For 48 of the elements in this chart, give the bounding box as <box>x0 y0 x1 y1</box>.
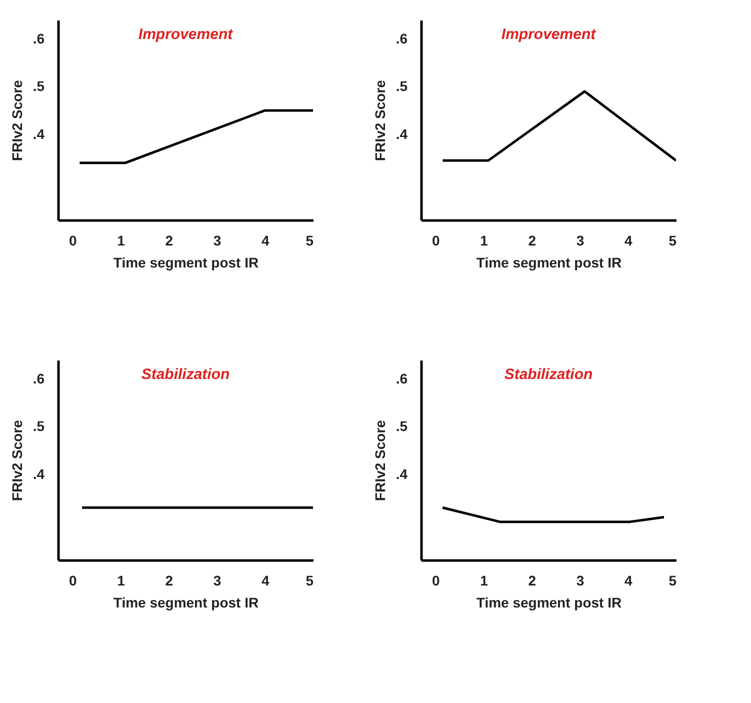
y-tick-label: .6 <box>32 370 45 387</box>
x-tick-label: 3 <box>213 232 222 248</box>
x-tick-label: 5 <box>306 572 314 588</box>
x-axis-title: Time segment post IR <box>476 594 622 610</box>
x-tick-label: 2 <box>528 572 536 588</box>
x-tick-label: 0 <box>432 572 440 588</box>
x-tick-label: 0 <box>69 232 78 248</box>
y-tick-label: .5 <box>396 78 408 94</box>
x-tick-label: 3 <box>576 232 584 248</box>
y-tick-label: .6 <box>32 30 45 47</box>
y-axis-title: FRIv2 Score <box>372 420 388 501</box>
x-tick-label: 4 <box>624 232 632 248</box>
y-tick-label: .5 <box>396 418 408 434</box>
y-tick-label: .4 <box>32 126 45 142</box>
y-tick-label: .4 <box>396 466 408 482</box>
y-tick-label: .4 <box>396 126 408 142</box>
x-tick-label: 1 <box>480 572 488 588</box>
y-tick-label: .5 <box>32 418 45 434</box>
x-tick-label: 4 <box>624 572 632 588</box>
y-tick-label: .4 <box>32 466 45 482</box>
y-axis-title: FRIv2 Score <box>8 420 25 501</box>
x-tick-label: 1 <box>117 232 126 248</box>
chart-title: Stabilization <box>141 366 230 383</box>
x-tick-label: 5 <box>668 572 677 588</box>
chart-title: Improvement <box>501 26 597 43</box>
y-axis-title: FRIv2 Score <box>8 80 25 161</box>
y-tick-label: .5 <box>32 78 45 94</box>
x-axis-title: Time segment post IR <box>113 594 259 610</box>
chart-title: Improvement <box>138 26 234 43</box>
x-tick-label: 5 <box>306 232 314 248</box>
x-tick-label: 0 <box>69 572 78 588</box>
x-axis-title: Time segment post IR <box>113 254 259 270</box>
y-tick-label: .6 <box>396 30 408 47</box>
x-tick-label: 3 <box>213 572 222 588</box>
y-tick-label: .6 <box>396 370 408 387</box>
x-tick-label: 2 <box>165 572 174 588</box>
x-tick-label: 4 <box>261 572 270 588</box>
y-axis-title: FRIv2 Score <box>372 80 388 161</box>
x-tick-label: 1 <box>117 572 126 588</box>
chart-title: Stabilization <box>504 366 593 383</box>
x-tick-label: 2 <box>165 232 174 248</box>
x-tick-label: 1 <box>480 232 488 248</box>
x-tick-label: 0 <box>432 232 440 248</box>
x-tick-label: 5 <box>668 232 677 248</box>
x-axis-title: Time segment post IR <box>476 254 622 270</box>
x-tick-label: 4 <box>261 232 270 248</box>
x-tick-label: 2 <box>528 232 536 248</box>
x-tick-label: 3 <box>576 572 584 588</box>
